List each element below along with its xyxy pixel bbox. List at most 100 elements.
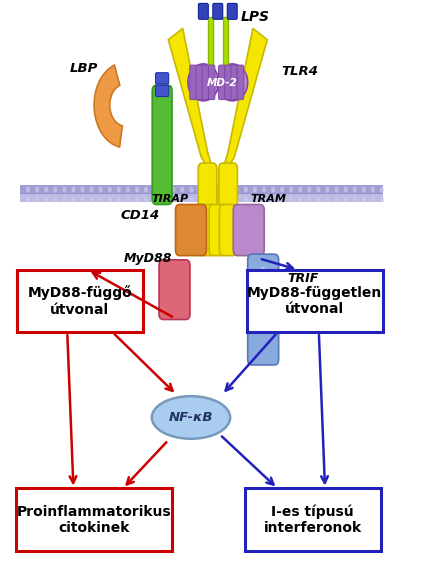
Circle shape	[226, 187, 230, 193]
Circle shape	[26, 197, 30, 202]
Circle shape	[262, 197, 266, 202]
FancyBboxPatch shape	[199, 204, 216, 256]
Circle shape	[126, 187, 130, 193]
Circle shape	[171, 187, 175, 193]
Circle shape	[289, 187, 293, 193]
Circle shape	[89, 197, 94, 202]
Circle shape	[343, 197, 348, 202]
Ellipse shape	[152, 396, 230, 438]
Bar	[20, 193, 383, 202]
Text: TRIF: TRIF	[288, 272, 319, 285]
FancyBboxPatch shape	[231, 65, 237, 100]
Circle shape	[207, 187, 212, 193]
Circle shape	[190, 187, 193, 193]
FancyBboxPatch shape	[219, 163, 237, 224]
Text: LBP: LBP	[70, 62, 98, 74]
Circle shape	[117, 187, 121, 193]
Text: MD-2: MD-2	[206, 78, 237, 89]
FancyBboxPatch shape	[16, 488, 173, 551]
FancyBboxPatch shape	[247, 270, 383, 332]
FancyBboxPatch shape	[159, 260, 190, 320]
Text: LPS: LPS	[240, 10, 270, 24]
Circle shape	[217, 197, 220, 202]
Text: MyD88-független
útvonal: MyD88-független útvonal	[247, 286, 382, 316]
Circle shape	[298, 197, 302, 202]
FancyBboxPatch shape	[208, 65, 215, 100]
Circle shape	[235, 187, 239, 193]
Circle shape	[289, 197, 293, 202]
Circle shape	[362, 197, 366, 202]
Circle shape	[280, 197, 284, 202]
Circle shape	[153, 197, 157, 202]
Circle shape	[62, 197, 67, 202]
Circle shape	[253, 187, 257, 193]
Text: MyD88-függő
útvonal: MyD88-függő útvonal	[27, 286, 132, 316]
Circle shape	[226, 197, 230, 202]
Circle shape	[26, 187, 30, 193]
Circle shape	[198, 187, 203, 193]
Circle shape	[353, 187, 357, 193]
Circle shape	[380, 187, 384, 193]
FancyBboxPatch shape	[198, 163, 217, 224]
FancyBboxPatch shape	[17, 270, 142, 332]
Bar	[20, 185, 383, 194]
FancyBboxPatch shape	[225, 65, 232, 100]
Ellipse shape	[217, 64, 248, 101]
Circle shape	[144, 197, 148, 202]
FancyBboxPatch shape	[213, 3, 223, 19]
FancyBboxPatch shape	[202, 65, 209, 100]
Text: TLR4: TLR4	[282, 65, 319, 77]
Circle shape	[35, 197, 39, 202]
Circle shape	[62, 187, 67, 193]
Circle shape	[253, 197, 257, 202]
Text: MyD88: MyD88	[124, 252, 173, 265]
Circle shape	[35, 187, 39, 193]
FancyBboxPatch shape	[156, 85, 169, 97]
Circle shape	[271, 197, 275, 202]
Bar	[223, 17, 228, 65]
FancyBboxPatch shape	[237, 65, 244, 100]
FancyBboxPatch shape	[152, 85, 172, 204]
Circle shape	[207, 197, 212, 202]
Circle shape	[262, 187, 266, 193]
Circle shape	[81, 187, 85, 193]
Circle shape	[335, 187, 339, 193]
Circle shape	[44, 187, 48, 193]
Circle shape	[316, 197, 321, 202]
Circle shape	[162, 197, 166, 202]
Circle shape	[53, 197, 57, 202]
Circle shape	[307, 197, 311, 202]
Circle shape	[198, 197, 203, 202]
Circle shape	[144, 187, 148, 193]
Circle shape	[362, 187, 366, 193]
Circle shape	[135, 187, 139, 193]
Circle shape	[99, 197, 103, 202]
Circle shape	[99, 187, 103, 193]
Circle shape	[117, 197, 121, 202]
Circle shape	[71, 187, 75, 193]
Circle shape	[171, 197, 175, 202]
Circle shape	[217, 187, 220, 193]
Circle shape	[190, 197, 193, 202]
Circle shape	[71, 197, 75, 202]
Circle shape	[244, 187, 248, 193]
Circle shape	[235, 197, 239, 202]
Circle shape	[326, 187, 329, 193]
Text: CD14: CD14	[121, 210, 160, 222]
FancyBboxPatch shape	[227, 3, 237, 19]
FancyBboxPatch shape	[176, 204, 206, 256]
Circle shape	[81, 197, 85, 202]
Text: TRAM: TRAM	[251, 194, 287, 204]
Text: TIRAP: TIRAP	[152, 194, 189, 204]
Wedge shape	[94, 65, 123, 147]
Ellipse shape	[259, 267, 268, 307]
Ellipse shape	[188, 64, 219, 101]
Text: NF-κB: NF-κB	[169, 411, 213, 424]
Circle shape	[53, 187, 57, 193]
Circle shape	[135, 197, 139, 202]
Circle shape	[326, 197, 329, 202]
Polygon shape	[168, 28, 216, 180]
Circle shape	[153, 187, 157, 193]
Bar	[208, 17, 213, 65]
FancyBboxPatch shape	[156, 73, 169, 84]
